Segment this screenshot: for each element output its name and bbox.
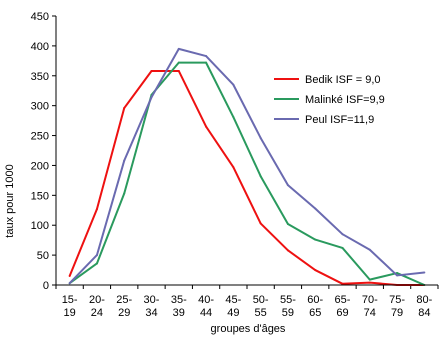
data-point [314, 207, 317, 210]
x-tick-label: 50- [253, 294, 269, 306]
y-tick-label: 250 [31, 131, 49, 143]
data-point [123, 107, 126, 110]
legend: Bedik ISF = 9,0 Malinké ISF=9,9 Peul ISF=1… [274, 74, 385, 126]
data-point [177, 47, 180, 50]
data-point [423, 271, 426, 274]
x-tick-label: 70- [362, 294, 378, 306]
x-tick-label: 55- [280, 294, 296, 306]
y-tick-label: 100 [31, 220, 49, 232]
series-line-2 [69, 61, 425, 286]
data-point [341, 246, 344, 249]
y-tick-label: 450 [31, 11, 49, 23]
series-line-1 [68, 69, 425, 286]
data-point [259, 222, 262, 225]
data-point [123, 192, 126, 195]
x-tick-label: 55 [255, 307, 267, 319]
y-tick-label: 50 [37, 250, 49, 262]
x-tick-label: 40- [198, 294, 214, 306]
x-tick-label: 79 [391, 307, 403, 319]
x-tick-label: 15- [62, 294, 78, 306]
data-point [396, 272, 399, 275]
data-point [95, 254, 98, 257]
y-tick-label: 150 [31, 190, 49, 202]
data-point [341, 282, 344, 285]
data-point [368, 278, 371, 281]
y-axis-title: taux pour 1000 [4, 164, 16, 237]
data-point [286, 184, 289, 187]
x-tick-label: 20- [89, 294, 105, 306]
series-layer [68, 47, 426, 286]
data-point [205, 55, 208, 58]
data-point [368, 281, 371, 284]
x-tick-label: 30- [144, 294, 160, 306]
x-tick-label: 45- [225, 294, 241, 306]
data-point [314, 269, 317, 272]
data-point [286, 223, 289, 226]
y-tick-label: 0 [43, 280, 49, 292]
y-tick-label: 300 [31, 101, 49, 113]
data-point [259, 136, 262, 139]
data-point [95, 208, 98, 211]
x-tick-label: 60- [307, 294, 323, 306]
data-point [259, 175, 262, 178]
data-point [232, 116, 235, 119]
x-tick-label: 19 [64, 307, 76, 319]
y-tick-label: 400 [31, 41, 49, 53]
data-point [123, 159, 126, 162]
y-axis-ticks: 0 50 100 150 200 250 300 350 400 450 [31, 11, 56, 292]
data-point [177, 61, 180, 64]
data-point [177, 69, 180, 72]
series-line-3 [68, 47, 425, 284]
x-tick-label: 84 [418, 307, 430, 319]
x-axis-ticks: 15-1920-2425-2930-3435-3940-4445-4950-55… [55, 285, 439, 319]
x-tick-label: 65- [335, 294, 351, 306]
data-point [150, 69, 153, 72]
data-point [314, 238, 317, 241]
data-point [232, 166, 235, 169]
x-tick-label: 65 [309, 307, 321, 319]
data-point [396, 274, 399, 277]
x-tick-label: 75- [389, 294, 405, 306]
x-axis-title: groupes d'âges [211, 323, 286, 335]
x-tick-label: 44 [200, 307, 212, 319]
data-point [150, 96, 153, 99]
data-point [205, 61, 208, 64]
data-point [95, 262, 98, 265]
y-tick-label: 200 [31, 160, 49, 172]
x-tick-label: 59 [282, 307, 294, 319]
legend-label: Bedik ISF = 9,0 [305, 74, 381, 86]
data-point [368, 248, 371, 251]
x-tick-label: 39 [173, 307, 185, 319]
data-point [205, 125, 208, 128]
data-point [286, 249, 289, 252]
x-tick-label: 34 [145, 307, 157, 319]
x-tick-label: 25- [116, 294, 132, 306]
x-tick-label: 74 [364, 307, 376, 319]
x-tick-label: 80- [416, 294, 432, 306]
y-tick-label: 350 [31, 71, 49, 83]
data-point [68, 275, 71, 278]
x-tick-label: 35- [171, 294, 187, 306]
legend-label: Malinké ISF=9,9 [305, 94, 385, 106]
data-point [68, 282, 71, 285]
x-tick-label: 24 [91, 307, 103, 319]
data-point [341, 233, 344, 236]
x-tick-label: 69 [336, 307, 348, 319]
x-tick-label: 49 [227, 307, 239, 319]
x-tick-label: 29 [118, 307, 130, 319]
legend-label: Peul ISF=11,9 [305, 114, 374, 126]
data-point [232, 83, 235, 86]
